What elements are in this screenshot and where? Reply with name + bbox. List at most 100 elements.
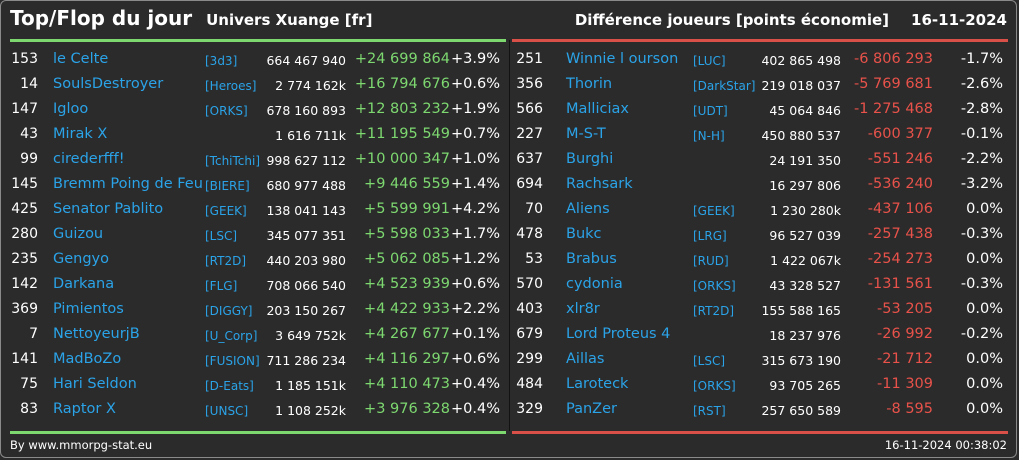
alliance-tag-link[interactable]: [DIGGY]: [205, 304, 253, 318]
score-cell: 2 774 162k: [275, 78, 346, 93]
player-name-link[interactable]: Bremm Poing de Feu: [53, 176, 203, 192]
player-name-link[interactable]: Laroteck: [566, 376, 629, 392]
percent-cell: +1.9%: [451, 101, 500, 117]
diff-cell: +4 523 939: [364, 276, 450, 292]
diff-cell: -8 595: [886, 401, 933, 417]
alliance-tag-link[interactable]: [ORKS]: [693, 379, 736, 393]
rank-cell: 478: [516, 226, 543, 242]
diff-cell: +4 116 297: [364, 351, 450, 367]
score-cell: 345 077 351: [266, 228, 346, 243]
player-name-link[interactable]: Bukc: [566, 226, 602, 242]
player-name-link[interactable]: MadBoZo: [53, 351, 122, 367]
player-name-link[interactable]: Raptor X: [53, 401, 116, 417]
alliance-tag-link[interactable]: [D-Eats]: [205, 379, 254, 393]
rank-cell: 53: [525, 251, 543, 267]
diff-cell: -1 275 468: [853, 101, 933, 117]
percent-cell: -2.6%: [960, 76, 1003, 92]
player-name-link[interactable]: M-S-T: [566, 126, 606, 142]
player-name-link[interactable]: Rachsark: [566, 176, 633, 192]
percent-cell: +1.2%: [451, 251, 500, 267]
percent-cell: +1.7%: [451, 226, 500, 242]
alliance-tag-link[interactable]: [ORKS]: [205, 104, 248, 118]
score-cell: 664 467 940: [266, 53, 346, 68]
alliance-tag-link[interactable]: [RUD]: [693, 254, 729, 268]
player-name-link[interactable]: Aillas: [566, 351, 605, 367]
rank-cell: 251: [516, 51, 543, 67]
diff-cell: -257 438: [867, 226, 933, 242]
percent-cell: -2.2%: [960, 151, 1003, 167]
universe-label: Univers Xuange [fr]: [206, 11, 373, 29]
alliance-tag-link[interactable]: [DarkStar]: [693, 79, 756, 93]
percent-cell: -0.2%: [960, 326, 1003, 342]
player-name-link[interactable]: Mirak X: [53, 126, 108, 142]
score-cell: 1 185 151k: [275, 378, 346, 393]
player-name-link[interactable]: Hari Seldon: [53, 376, 137, 392]
alliance-tag-link[interactable]: [BIERE]: [205, 179, 250, 193]
rank-cell: 299: [516, 351, 543, 367]
rank-cell: 403: [516, 301, 543, 317]
percent-cell: +0.4%: [451, 401, 500, 417]
alliance-tag-link[interactable]: [Heroes]: [205, 79, 257, 93]
player-name-link[interactable]: cirederfff!: [53, 151, 125, 167]
score-cell: 16 297 806: [769, 178, 841, 193]
percent-cell: -0.3%: [960, 226, 1003, 242]
player-name-link[interactable]: Pimientos: [53, 301, 124, 317]
alliance-tag-link[interactable]: [LRG]: [693, 229, 727, 243]
player-name-link[interactable]: Malliciax: [566, 101, 629, 117]
percent-cell: 0.0%: [966, 201, 1003, 217]
alliance-tag-link[interactable]: [TchiTchi]: [205, 154, 261, 168]
player-name-link[interactable]: Igloo: [53, 101, 89, 117]
diff-cell: +16 794 676: [354, 76, 450, 92]
player-name-link[interactable]: NettoyeurjB: [53, 326, 140, 342]
alliance-tag-link[interactable]: [N-H]: [693, 129, 725, 143]
alliance-tag-link[interactable]: [LUC]: [693, 54, 726, 68]
score-cell: 450 880 537: [761, 128, 841, 143]
player-name-link[interactable]: Winnie l ourson: [566, 51, 679, 67]
player-name-link[interactable]: Senator Pablito: [53, 201, 164, 217]
alliance-tag-link[interactable]: [RST]: [693, 404, 726, 418]
rank-cell: 227: [516, 126, 543, 142]
score-cell: 18 237 976: [769, 328, 841, 343]
player-name-link[interactable]: Thorin: [566, 76, 613, 92]
player-name-link[interactable]: Lord Proteus 4: [566, 326, 671, 342]
alliance-tag-link[interactable]: [RT2D]: [693, 304, 735, 318]
alliance-tag-link[interactable]: [RT2D]: [205, 254, 247, 268]
rank-cell: 7: [29, 326, 38, 342]
alliance-tag-link[interactable]: [FUSION]: [205, 354, 260, 368]
alliance-tag-link[interactable]: [GEEK]: [205, 204, 247, 218]
score-cell: 3 649 752k: [275, 328, 346, 343]
player-name-link[interactable]: PanZer: [566, 401, 617, 417]
alliance-tag-link[interactable]: [3d3]: [205, 54, 238, 68]
player-name-link[interactable]: Guizou: [53, 226, 104, 242]
bottom-divider-red: [512, 431, 1008, 434]
player-name-link[interactable]: Burghi: [566, 151, 614, 167]
player-name-link[interactable]: Gengyo: [53, 251, 110, 267]
player-name-link[interactable]: cydonia: [566, 276, 623, 292]
alliance-tag-link[interactable]: [LSC]: [205, 229, 238, 243]
diff-cell: -5 769 681: [853, 76, 933, 92]
player-name-link[interactable]: Brabus: [566, 251, 617, 267]
alliance-tag-link[interactable]: [UNSC]: [205, 404, 249, 418]
alliance-tag-link[interactable]: [ORKS]: [693, 279, 736, 293]
header-left: Top/Flop du jour Univers Xuange [fr]: [10, 6, 372, 34]
score-cell: 711 286 234: [266, 353, 346, 368]
player-name-link[interactable]: le Celte: [53, 51, 109, 67]
score-cell: 93 705 265: [769, 378, 841, 393]
player-name-link[interactable]: Aliens: [566, 201, 610, 217]
score-cell: 440 203 980: [266, 253, 346, 268]
alliance-tag-link[interactable]: [UDT]: [693, 104, 728, 118]
score-cell: 998 627 112: [266, 153, 346, 168]
alliance-tag-link[interactable]: [LSC]: [693, 354, 726, 368]
diff-cell: +4 422 933: [364, 301, 450, 317]
diff-cell: +4 110 473: [364, 376, 450, 392]
diff-cell: +12 803 232: [354, 101, 450, 117]
player-name-link[interactable]: xlr8r: [566, 301, 600, 317]
player-name-link[interactable]: Darkana: [53, 276, 115, 292]
alliance-tag-link[interactable]: [U_Corp]: [205, 329, 258, 343]
player-name-link[interactable]: SoulsDestroyer: [53, 76, 164, 92]
score-cell: 43 328 527: [769, 278, 841, 293]
diff-cell: -11 309: [877, 376, 933, 392]
alliance-tag-link[interactable]: [FLG]: [205, 279, 238, 293]
alliance-tag-link[interactable]: [GEEK]: [693, 204, 735, 218]
